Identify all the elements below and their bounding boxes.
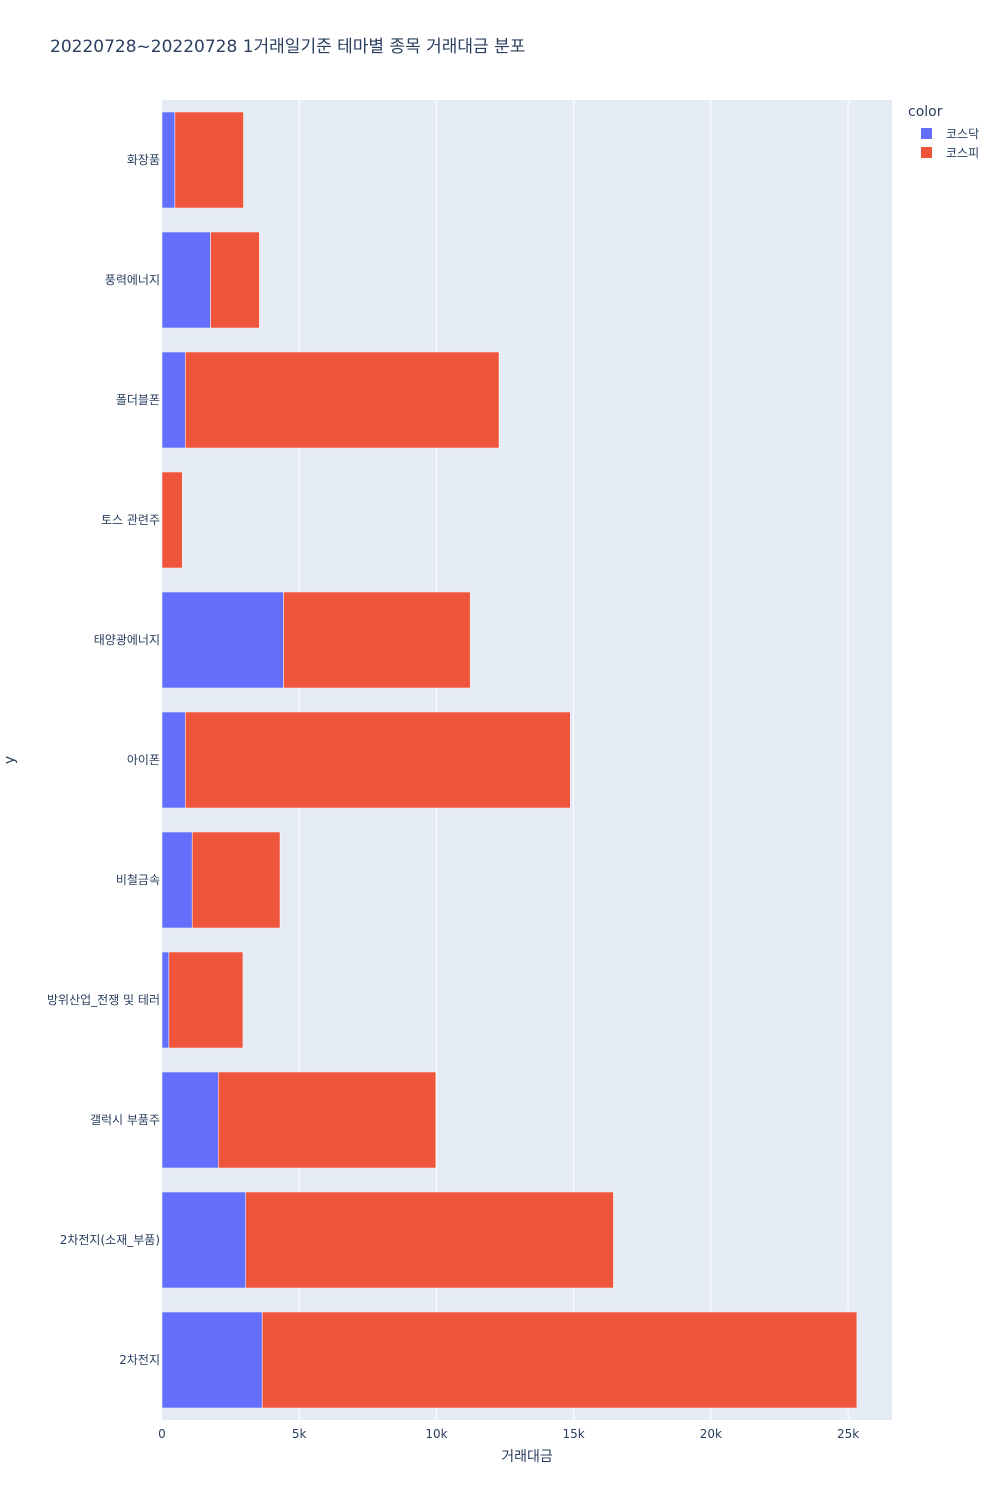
bar-kospi[interactable] — [245, 1191, 614, 1289]
bar-kospi[interactable] — [185, 711, 571, 809]
x-tick-label: 15k — [563, 1427, 585, 1441]
y-tick-label: 방위산업_전쟁 및 테러 — [47, 993, 160, 1007]
legend-label-kosdaq: 코스닥 — [946, 127, 980, 141]
x-tick-label: 25k — [837, 1427, 859, 1441]
bar-kosdaq[interactable] — [161, 831, 193, 929]
x-tick-label: 20k — [700, 1427, 722, 1441]
bar-kospi[interactable] — [218, 1071, 437, 1169]
legend-item-kosdaq[interactable]: 코스닥 — [908, 124, 979, 143]
bar-kospi[interactable] — [174, 111, 244, 209]
bar-kosdaq[interactable] — [161, 1311, 263, 1409]
y-tick-label: 폴더블폰 — [116, 393, 160, 407]
bar-kospi[interactable] — [185, 351, 500, 449]
bar-kosdaq[interactable] — [161, 351, 186, 449]
x-axis-ticks: 0 5k 10k 15k 20k 25k — [158, 1427, 859, 1441]
y-tick-label: 2차전지 — [119, 1353, 160, 1367]
y-tick-label: 화장품 — [127, 153, 160, 167]
legend-title: color — [908, 104, 943, 120]
y-tick-label: 토스 관련주 — [101, 513, 160, 527]
y-tick-label: 풍력에너지 — [105, 273, 160, 287]
bar-kospi[interactable] — [210, 231, 260, 329]
legend-swatch-kospi — [921, 147, 932, 158]
bar-kospi[interactable] — [283, 591, 471, 689]
x-tick-label: 5k — [292, 1427, 307, 1441]
chart-title: 20220728~20220728 1거래일기준 테마별 종목 거래대금 분포 — [50, 37, 526, 57]
y-tick-label: 아이폰 — [127, 753, 160, 767]
bar-kosdaq[interactable] — [161, 951, 170, 1049]
bars — [161, 111, 858, 1409]
bar-kosdaq[interactable] — [161, 111, 176, 209]
bar-kosdaq[interactable] — [161, 591, 284, 689]
y-axis-title: y — [2, 756, 18, 764]
legend-swatch-kosdaq — [921, 128, 932, 139]
y-tick-label: 2차전지(소재_부품) — [60, 1233, 160, 1247]
x-axis-title: 거래대금 — [501, 1449, 553, 1465]
y-tick-label: 태양광에너지 — [94, 633, 160, 647]
bar-kospi[interactable] — [261, 1311, 858, 1409]
bar-kospi[interactable] — [161, 471, 183, 569]
bar-kosdaq[interactable] — [161, 711, 186, 809]
x-tick-label: 0 — [158, 1427, 166, 1441]
bar-kosdaq[interactable] — [161, 1071, 219, 1169]
y-tick-label: 비철금속 — [116, 873, 160, 887]
x-tick-label: 10k — [425, 1427, 447, 1441]
bar-kospi[interactable] — [168, 951, 244, 1049]
y-tick-label: 갤럭시 부품주 — [90, 1113, 160, 1127]
bar-kosdaq[interactable] — [161, 231, 211, 329]
bar-kospi[interactable] — [191, 831, 281, 929]
legend-item-kospi[interactable]: 코스피 — [908, 143, 979, 162]
legend: color 코스닥 코스피 — [908, 104, 979, 162]
bar-kosdaq[interactable] — [161, 1191, 246, 1289]
legend-label-kospi: 코스피 — [946, 146, 980, 160]
